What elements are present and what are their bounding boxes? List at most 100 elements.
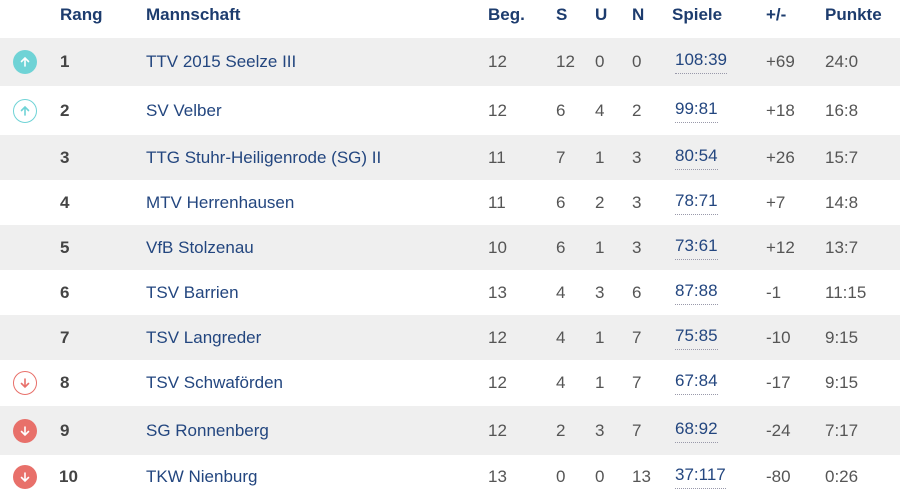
lost-cell: 7: [632, 327, 642, 347]
diff-cell: +26: [766, 147, 795, 167]
table-row[interactable]: 2 SV Velber 12 6 4 2 99:81 +18 16:8: [0, 86, 900, 135]
table-row[interactable]: 6 TSV Barrien 13 4 3 6 87:88 -1 11:15: [0, 270, 900, 315]
table-row[interactable]: 3 TTG Stuhr-Heiligenrode (SG) II 11 7 1 3 80:5…: [0, 135, 900, 180]
games-ratio[interactable]: 68:92: [675, 419, 718, 443]
team-name-link[interactable]: TSV Barrien: [146, 282, 239, 302]
lost-cell: 7: [632, 373, 642, 392]
drawn-cell: 3: [595, 420, 605, 440]
games-ratio[interactable]: 73:61: [675, 236, 718, 260]
games-ratio[interactable]: 87:88: [675, 281, 718, 305]
rank-cell: 4: [60, 192, 70, 212]
played-cell: 13: [488, 282, 507, 302]
team-name-link[interactable]: TTV 2015 Seelze III: [146, 52, 297, 71]
rank-cell: 1: [60, 52, 70, 71]
games-ratio[interactable]: 78:71: [675, 191, 718, 215]
won-cell: 4: [556, 282, 566, 302]
played-cell: 11: [488, 147, 506, 167]
arrow-up-icon: [13, 50, 37, 74]
diff-cell: -1: [766, 282, 782, 302]
won-cell: 4: [556, 327, 566, 347]
played-cell: 11: [488, 192, 506, 212]
drawn-cell: 4: [595, 100, 605, 120]
header-won[interactable]: S: [556, 5, 568, 24]
table-row[interactable]: 8 TSV Schwaförden 12 4 1 7 67:84 -17 9:15: [0, 360, 900, 406]
games-ratio[interactable]: 99:81: [675, 99, 718, 123]
table-header: Rang Mannschaft Beg. S U N Spiele +/- Pu…: [0, 0, 900, 30]
header-team[interactable]: Mannschaft: [146, 5, 241, 24]
rank-cell: 3: [60, 147, 70, 167]
diff-cell: +7: [766, 192, 786, 212]
won-cell: 0: [556, 467, 566, 486]
diff-cell: +69: [766, 52, 795, 71]
won-cell: 6: [556, 237, 566, 257]
diff-cell: -24: [766, 420, 791, 440]
arrow-down-icon: [13, 465, 37, 489]
drawn-cell: 3: [595, 282, 605, 302]
rank-cell: 5: [60, 237, 70, 257]
team-name-link[interactable]: TKW Nienburg: [146, 467, 258, 486]
arrow-down-icon: [13, 371, 37, 395]
played-cell: 12: [488, 327, 507, 347]
lost-cell: 2: [632, 100, 642, 120]
team-name-link[interactable]: TSV Schwaförden: [146, 373, 284, 392]
games-ratio[interactable]: 80:54: [675, 146, 718, 170]
team-name-link[interactable]: MTV Herrenhausen: [146, 192, 295, 212]
points-cell: 9:15: [825, 373, 859, 392]
played-cell: 10: [488, 237, 507, 257]
team-name-link[interactable]: VfB Stolzenau: [146, 237, 254, 257]
table-row[interactable]: 5 VfB Stolzenau 10 6 1 3 73:61 +12 13:7: [0, 225, 900, 270]
team-name-link[interactable]: SV Velber: [146, 100, 222, 120]
drawn-cell: 1: [595, 327, 605, 347]
header-played[interactable]: Beg.: [488, 5, 525, 24]
rank-cell: 9: [60, 420, 70, 440]
table-row[interactable]: 9 SG Ronnenberg 12 2 3 7 68:92 -24 7:17: [0, 406, 900, 455]
rank-cell: 6: [60, 282, 70, 302]
header-lost[interactable]: N: [632, 5, 645, 24]
team-name-link[interactable]: TTG Stuhr-Heiligenrode (SG) II: [146, 147, 382, 167]
games-ratio[interactable]: 37:117: [675, 465, 726, 489]
arrow-down-icon: [13, 418, 37, 443]
won-cell: 6: [556, 192, 566, 212]
diff-cell: -17: [766, 373, 791, 392]
header-drawn[interactable]: U: [595, 5, 608, 24]
header-games[interactable]: Spiele: [672, 5, 723, 24]
played-cell: 12: [488, 100, 507, 120]
points-cell: 13:7: [825, 237, 859, 257]
table-row[interactable]: 10 TKW Nienburg 13 0 0 13 37:117 -80 0:26: [0, 455, 900, 499]
games-ratio[interactable]: 67:84: [675, 371, 718, 395]
team-name-link[interactable]: SG Ronnenberg: [146, 420, 269, 440]
points-cell: 16:8: [825, 100, 859, 120]
drawn-cell: 0: [595, 467, 605, 486]
lost-cell: 13: [632, 467, 651, 486]
lost-cell: 3: [632, 147, 642, 167]
drawn-cell: 1: [595, 147, 605, 167]
lost-cell: 3: [632, 192, 642, 212]
lost-cell: 6: [632, 282, 642, 302]
won-cell: 6: [556, 100, 566, 120]
header-points[interactable]: Punkte: [825, 5, 882, 24]
played-cell: 13: [488, 467, 507, 486]
table-row[interactable]: 1 TTV 2015 Seelze III 12 12 0 0 108:39 +69 24:0: [0, 38, 900, 86]
diff-cell: -10: [766, 327, 791, 347]
team-name-link[interactable]: TSV Langreder: [146, 327, 262, 347]
played-cell: 12: [488, 420, 507, 440]
games-ratio[interactable]: 108:39: [675, 50, 727, 74]
drawn-cell: 0: [595, 52, 605, 71]
won-cell: 4: [556, 373, 566, 392]
diff-cell: -80: [766, 467, 791, 486]
points-cell: 0:26: [825, 467, 859, 486]
played-cell: 12: [488, 52, 507, 71]
rank-cell: 2: [60, 100, 70, 120]
games-ratio[interactable]: 75:85: [675, 326, 718, 350]
points-cell: 7:17: [825, 420, 859, 440]
points-cell: 11:15: [825, 282, 867, 302]
table-row[interactable]: 7 TSV Langreder 12 4 1 7 75:85 -10 9:15: [0, 315, 900, 360]
table-row[interactable]: 4 MTV Herrenhausen 11 6 2 3 78:71 +7 14:8: [0, 180, 900, 225]
drawn-cell: 1: [595, 237, 605, 257]
won-cell: 7: [556, 147, 566, 167]
header-diff[interactable]: +/-: [766, 5, 787, 24]
header-rank[interactable]: Rang: [60, 5, 103, 24]
points-cell: 14:8: [825, 192, 859, 212]
lost-cell: 0: [632, 52, 642, 71]
